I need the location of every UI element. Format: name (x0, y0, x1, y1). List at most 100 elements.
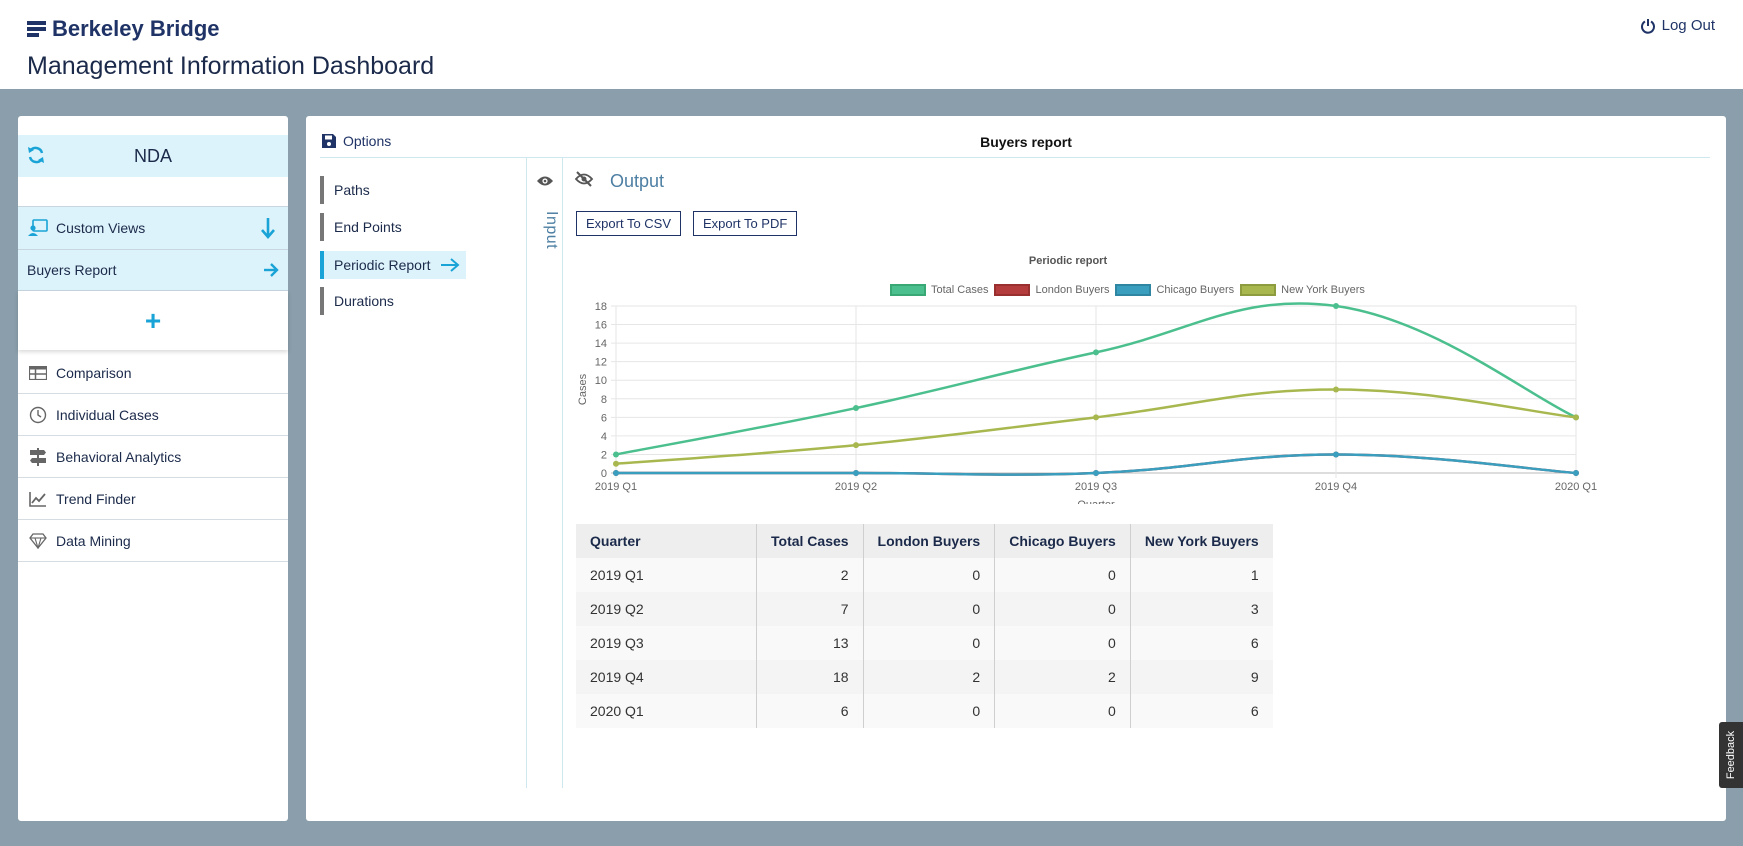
custom-views-label: Custom Views (56, 220, 146, 236)
table-cell: 2 (994, 660, 1131, 694)
table-header-cell[interactable]: Total Cases (756, 524, 864, 558)
y-tick-label: 16 (595, 320, 607, 332)
sidebar-item-individual-cases[interactable]: Individual Cases (18, 394, 288, 436)
table-header-cell[interactable]: London Buyers (863, 524, 996, 558)
tab-label: Periodic Report (334, 257, 431, 273)
refresh-icon[interactable] (26, 145, 46, 170)
divider (526, 158, 527, 788)
legend-label: Chicago Buyers (1156, 284, 1235, 296)
table-cell: 0 (994, 558, 1131, 592)
clock-icon (27, 406, 49, 424)
logout-button[interactable]: Log Out (1640, 17, 1715, 34)
sidebar-item-label: Trend Finder (56, 490, 136, 507)
tab-label: Paths (334, 182, 370, 198)
chart-title: Periodic report (1028, 255, 1108, 267)
tab-end-points[interactable]: End Points (320, 213, 402, 241)
buyers-report-label: Buyers Report (27, 262, 117, 278)
buyers-report-item[interactable]: Buyers Report (18, 250, 288, 291)
y-tick-label: 4 (601, 431, 607, 443)
table-cell: 0 (994, 592, 1131, 626)
sidebar-item-comparison[interactable]: Comparison (18, 352, 288, 394)
sidebar-item-label: Data Mining (56, 532, 131, 549)
divider (320, 157, 1710, 158)
table-cell: 2 (756, 558, 864, 592)
table-row: 2019 Q4 18 2 2 9 (576, 660, 1273, 694)
sidebar-item-behavioral-analytics[interactable]: Behavioral Analytics (18, 436, 288, 478)
legend-swatch (1240, 284, 1277, 296)
feedback-tab[interactable]: Feedback (1719, 722, 1743, 788)
arrow-right-icon (440, 257, 460, 276)
logo-text: Berkeley Bridge (52, 16, 220, 41)
output-header: Output (574, 171, 664, 192)
output-label: Output (610, 171, 665, 191)
table-row: 2019 Q3 13 0 0 6 (576, 626, 1273, 660)
table-header-cell[interactable]: New York Buyers (1130, 524, 1273, 558)
sidebar-item-label: Individual Cases (56, 406, 159, 423)
table-cell: 7 (756, 592, 864, 626)
table-cell: 0 (863, 694, 996, 728)
table-cell: 0 (863, 592, 996, 626)
export-csv-button[interactable]: Export To CSV (576, 211, 682, 236)
table-cell: 2019 Q2 (576, 592, 757, 626)
app-title: Management Information Dashboard (27, 52, 435, 80)
data-point (613, 460, 619, 467)
legend-label: Total Cases (931, 284, 989, 296)
table-cell: 9 (1130, 660, 1273, 694)
x-tick-label: 2019 Q2 (835, 481, 877, 493)
table-cell: 6 (756, 694, 864, 728)
table-cell: 0 (863, 558, 996, 592)
table-cell: 2 (863, 660, 996, 694)
sidebar-item-data-mining[interactable]: Data Mining (18, 520, 288, 562)
table-cell: 2020 Q1 (576, 694, 757, 728)
context-selector[interactable]: NDA (18, 135, 288, 177)
table-row: 2019 Q1 2 0 0 1 (576, 558, 1273, 592)
eye-slash-icon[interactable] (574, 171, 594, 192)
top-bar: Berkeley Bridge Management Information D… (0, 0, 1743, 89)
data-point (853, 470, 859, 476)
divider (562, 158, 563, 788)
sidebar: NDA Custom Views Buyers Report + Compari… (18, 116, 288, 821)
add-view-button[interactable]: + (18, 291, 288, 350)
x-tick-label: 2019 Q1 (595, 481, 637, 493)
legend-item[interactable]: London Buyers (994, 284, 1109, 296)
arrow-down-icon[interactable] (260, 217, 276, 244)
y-tick-label: 14 (595, 338, 607, 350)
legend-swatch (994, 284, 1031, 296)
data-point (613, 470, 619, 476)
user-board-icon (27, 219, 49, 237)
x-axis-label: Quarter (1077, 499, 1115, 504)
eye-icon[interactable] (536, 174, 554, 192)
options-button[interactable]: Options (321, 133, 391, 149)
legend-swatch (890, 284, 926, 296)
table-cell: 13 (756, 626, 864, 660)
sidebar-item-trend-finder[interactable]: Trend Finder (18, 478, 288, 520)
custom-views-item[interactable]: Custom Views (18, 206, 288, 250)
input-toggle[interactable]: Input (543, 211, 560, 250)
arrow-right-icon[interactable] (263, 262, 279, 283)
tab-periodic-report[interactable]: Periodic Report (320, 251, 466, 279)
data-point (1093, 470, 1099, 476)
data-point (613, 451, 619, 458)
signpost-icon (27, 447, 49, 466)
data-point (1333, 451, 1339, 458)
tab-durations[interactable]: Durations (320, 287, 394, 315)
table-row: 2019 Q2 7 0 0 3 (576, 592, 1273, 626)
legend-label: New York Buyers (1281, 284, 1365, 296)
data-point (1093, 349, 1099, 356)
data-point (1093, 414, 1099, 421)
table-cell: 3 (1130, 592, 1273, 626)
legend-item[interactable]: Chicago Buyers (1115, 284, 1234, 296)
table-header-cell[interactable]: Quarter (576, 524, 757, 558)
table-header-cell[interactable]: Chicago Buyers (994, 524, 1131, 558)
context-label: NDA (133, 145, 172, 166)
table-cell: 0 (994, 694, 1131, 728)
data-point (853, 405, 859, 412)
save-icon (322, 134, 336, 148)
legend-item[interactable]: Total Cases (890, 284, 988, 296)
legend-item[interactable]: New York Buyers (1240, 284, 1365, 296)
table-cell: 0 (863, 626, 996, 660)
export-pdf-button[interactable]: Export To PDF (693, 211, 798, 236)
sidebar-item-label: Comparison (56, 364, 132, 381)
legend-swatch (1115, 284, 1152, 296)
tab-paths[interactable]: Paths (320, 176, 370, 204)
